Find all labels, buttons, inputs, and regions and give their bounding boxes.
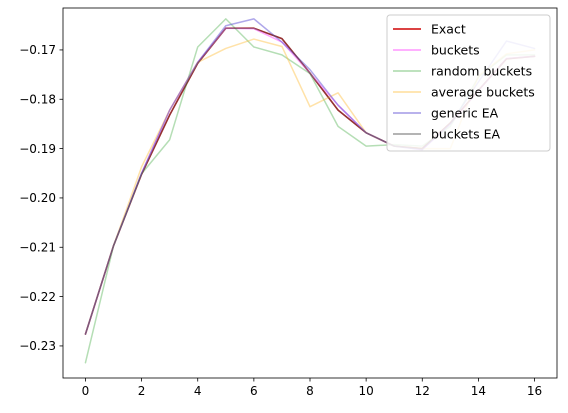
- x-tick-label-8: 16: [527, 384, 542, 398]
- x-tick-label-2: 4: [194, 384, 202, 398]
- x-tick-label-3: 6: [250, 384, 258, 398]
- y-tick-label-4: −0.19: [19, 142, 56, 156]
- y-tick-label-3: −0.20: [19, 191, 56, 205]
- legend-box: [386, 14, 551, 152]
- legend: Exact buckets random buckets average bucket…: [386, 14, 551, 152]
- ticks-layer: 0 2 4 6 8 10 12 14 16 −0.23 −0.22 −0.21 −0.20 −0.19 −0…: [19, 43, 542, 398]
- x-tick-label-7: 14: [471, 384, 486, 398]
- legend-label-0: Exact: [431, 22, 466, 37]
- legend-label-3: average buckets: [431, 85, 535, 100]
- y-tick-label-0: −0.23: [19, 339, 56, 353]
- x-tick-label-6: 12: [415, 384, 430, 398]
- y-tick-label-2: −0.21: [19, 241, 56, 255]
- legend-label-2: random buckets: [431, 64, 532, 79]
- y-tick-label-6: −0.17: [19, 43, 56, 57]
- y-tick-label-1: −0.22: [19, 290, 56, 304]
- x-tick-label-4: 8: [306, 384, 314, 398]
- legend-label-4: generic EA: [431, 106, 499, 121]
- legend-label-5: buckets EA: [431, 127, 500, 142]
- x-tick-label-5: 10: [358, 384, 373, 398]
- legend-label-1: buckets: [431, 43, 480, 58]
- x-tick-label-0: 0: [82, 384, 90, 398]
- y-tick-label-5: −0.18: [19, 93, 56, 107]
- x-tick-label-1: 2: [138, 384, 146, 398]
